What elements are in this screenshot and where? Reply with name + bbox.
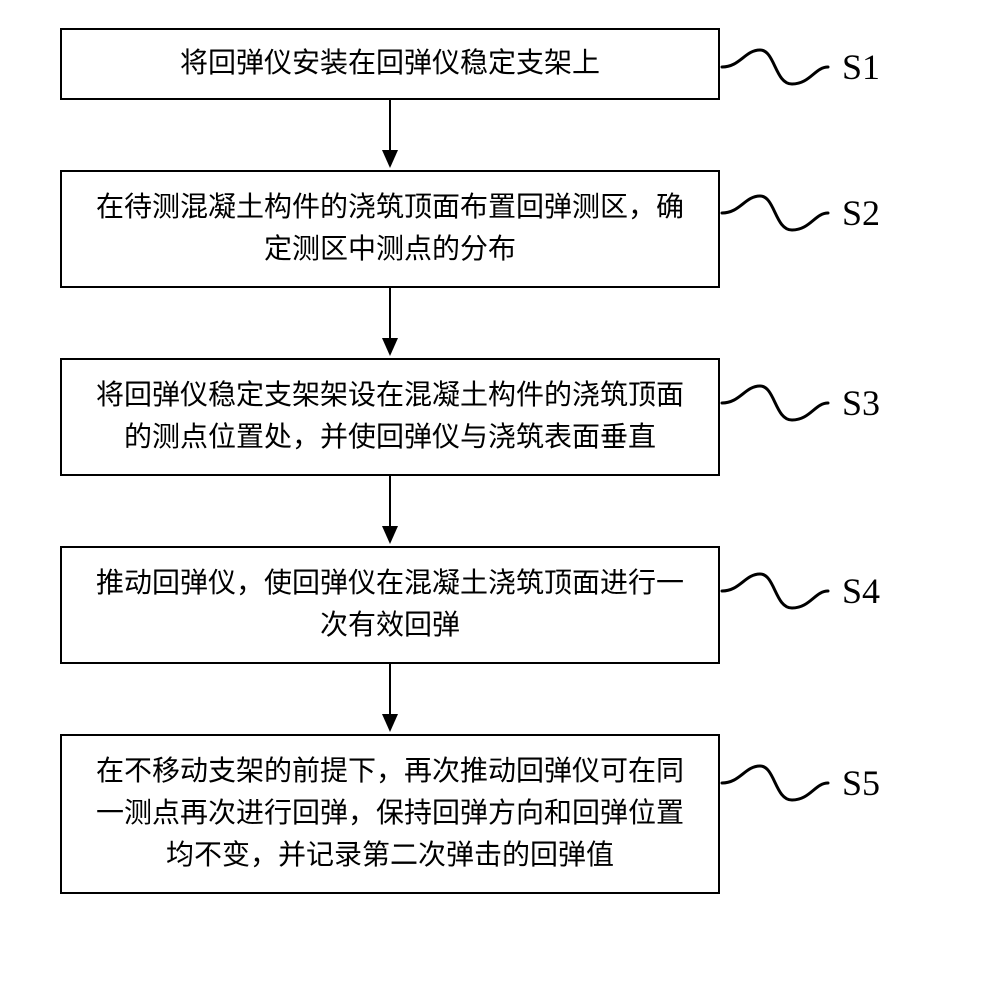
squiggle-icon bbox=[720, 566, 830, 616]
label-text: S3 bbox=[842, 382, 880, 424]
arrow-s3-s4 bbox=[60, 476, 720, 546]
step-label-s4: S4 bbox=[720, 566, 930, 616]
step-text: 在不移动支架的前提下，再次推动回弹仪可在同一测点再次进行回弹，保持回弹方向和回弹… bbox=[86, 751, 694, 877]
step-text: 将回弹仪稳定支架架设在混凝土构件的浇筑顶面的测点位置处，并使回弹仪与浇筑表面垂直 bbox=[86, 375, 694, 459]
flowchart-container: 将回弹仪安装在回弹仪稳定支架上 在待测混凝土构件的浇筑顶面布置回弹测区，确定测区… bbox=[60, 28, 780, 894]
squiggle-icon bbox=[720, 378, 830, 428]
step-label-s2: S2 bbox=[720, 188, 930, 238]
step-box-s2: 在待测混凝土构件的浇筑顶面布置回弹测区，确定测区中测点的分布 bbox=[60, 170, 720, 288]
arrow-s4-s5 bbox=[60, 664, 720, 734]
step-text: 推动回弹仪，使回弹仪在混凝土浇筑顶面进行一次有效回弹 bbox=[86, 563, 694, 647]
step-box-s1: 将回弹仪安装在回弹仪稳定支架上 bbox=[60, 28, 720, 100]
label-text: S4 bbox=[842, 570, 880, 612]
label-text: S5 bbox=[842, 762, 880, 804]
step-text: 在待测混凝土构件的浇筑顶面布置回弹测区，确定测区中测点的分布 bbox=[86, 187, 694, 271]
squiggle-icon bbox=[720, 42, 830, 92]
squiggle-icon bbox=[720, 758, 830, 808]
label-text: S1 bbox=[842, 46, 880, 88]
arrow-s2-s3 bbox=[60, 288, 720, 358]
step-box-s4: 推动回弹仪，使回弹仪在混凝土浇筑顶面进行一次有效回弹 bbox=[60, 546, 720, 664]
step-box-s5: 在不移动支架的前提下，再次推动回弹仪可在同一测点再次进行回弹，保持回弹方向和回弹… bbox=[60, 734, 720, 894]
step-label-s3: S3 bbox=[720, 378, 930, 428]
step-box-s3: 将回弹仪稳定支架架设在混凝土构件的浇筑顶面的测点位置处，并使回弹仪与浇筑表面垂直 bbox=[60, 358, 720, 476]
label-text: S2 bbox=[842, 192, 880, 234]
step-label-s5: S5 bbox=[720, 758, 930, 808]
squiggle-icon bbox=[720, 188, 830, 238]
step-text: 将回弹仪安装在回弹仪稳定支架上 bbox=[180, 43, 600, 85]
arrow-s1-s2 bbox=[60, 100, 720, 170]
step-label-s1: S1 bbox=[720, 42, 930, 92]
